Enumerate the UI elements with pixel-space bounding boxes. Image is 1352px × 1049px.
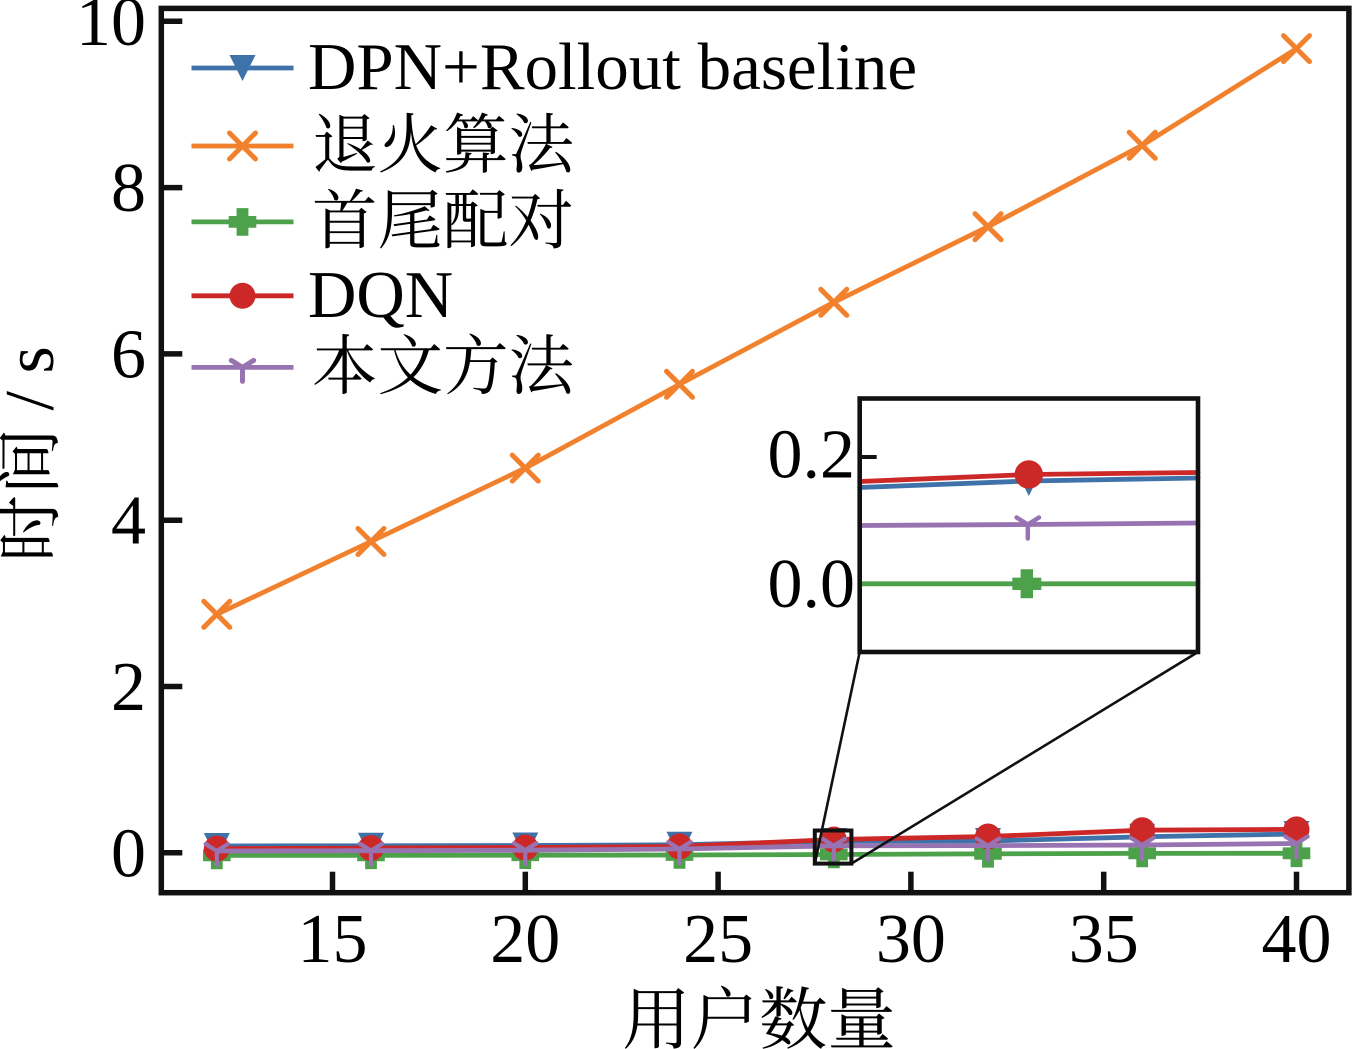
- svg-text:15: 15: [298, 901, 368, 978]
- svg-text:/ s: / s: [0, 346, 69, 428]
- svg-text:20: 20: [490, 901, 560, 978]
- svg-text:8: 8: [111, 150, 146, 227]
- svg-text:10: 10: [76, 0, 146, 61]
- svg-text:30: 30: [876, 901, 946, 978]
- svg-text:0.0: 0.0: [768, 546, 856, 623]
- svg-text:4: 4: [111, 483, 146, 560]
- svg-text:DQN: DQN: [308, 258, 453, 332]
- svg-text:0.2: 0.2: [768, 417, 856, 494]
- svg-text:0: 0: [111, 815, 146, 892]
- svg-text:DPN+Rollout baseline: DPN+Rollout baseline: [308, 30, 917, 104]
- svg-text:25: 25: [683, 901, 753, 978]
- svg-text:35: 35: [1069, 901, 1139, 978]
- svg-text:40: 40: [1262, 901, 1332, 978]
- svg-text:6: 6: [111, 316, 146, 393]
- svg-text:2: 2: [111, 649, 146, 726]
